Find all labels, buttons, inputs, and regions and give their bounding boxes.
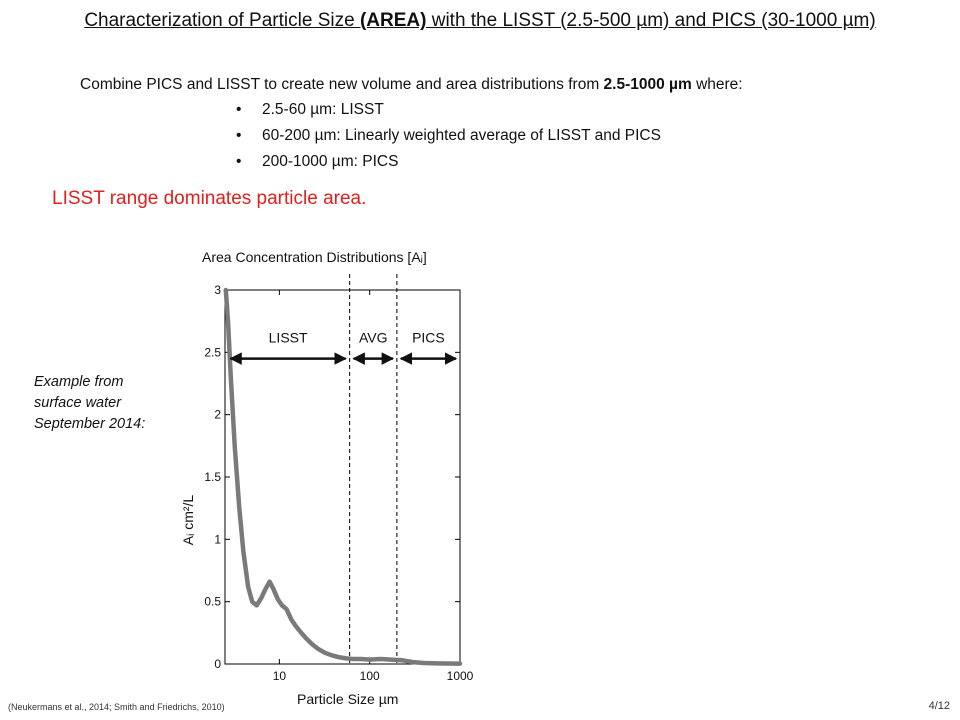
intro-text: Combine PICS and LISST to create new vol… [80,76,743,94]
region-label: AVG [359,329,388,345]
series-layer [223,287,463,666]
title-text-bold: (AREA) [359,10,427,31]
intro-text-2: where: [691,76,743,93]
highlight-statement: LISST range dominates particle area. [52,188,367,209]
bullet-avg: 60-200 µm: Linearly weighted average of … [236,126,661,152]
bullet-pics: 200-1000 µm: PICS [236,152,661,178]
region-boundaries [349,274,398,664]
region-label: LISST [269,329,308,345]
page-number: 4/12 [928,700,950,712]
y-tick-label: 1 [214,532,221,546]
example-note-line: September 2014: [34,416,146,432]
intro-text-1: Combine PICS and LISST to create new vol… [80,76,604,93]
y-tick-label: 2.5 [204,345,221,359]
citation: (Neukermans et al., 2014; Smith and Frie… [8,702,225,712]
title-text-2: with the LISST (2.5-500 µm) and PICS (30… [426,10,876,31]
example-note: Example from surface water September 201… [34,372,145,435]
title-text-1: Characterization of Particle Size [84,10,360,31]
example-note-line: Example from [34,374,124,390]
y-tick-label: 1.5 [204,470,221,484]
series-line [223,287,463,666]
axis-ticks: 0 0.5 1 1.5 2 2.5 3 10 100 1000 [204,283,473,683]
chart-title: Area Concentration Distributions [Aᵢ] [202,249,427,265]
bullet-lisst: 2.5-60 µm: LISST [236,100,661,126]
x-tick-label: 1000 [447,669,474,683]
intro-text-bold: 2.5-1000 µm [603,76,692,93]
slide-title: Characterization of Particle Size (AREA)… [40,10,920,32]
y-tick-label: 0.5 [204,595,221,609]
y-axis-label: Aᵢ cm²/L [180,494,196,546]
x-tick-label: 100 [360,669,380,683]
region-label: PICS [412,329,445,345]
plot-frame [224,289,461,665]
y-tick-label: 0 [214,657,221,671]
x-axis-label: Particle Size µm [297,691,399,707]
x-tick-label: 10 [273,669,287,683]
region-annotations: LISST AVG PICS [229,329,458,365]
range-bullet-list: 2.5-60 µm: LISST 60-200 µm: Linearly wei… [236,100,661,178]
example-note-line: surface water [34,395,122,411]
y-tick-label: 3 [214,283,221,297]
y-tick-label: 2 [214,408,221,422]
